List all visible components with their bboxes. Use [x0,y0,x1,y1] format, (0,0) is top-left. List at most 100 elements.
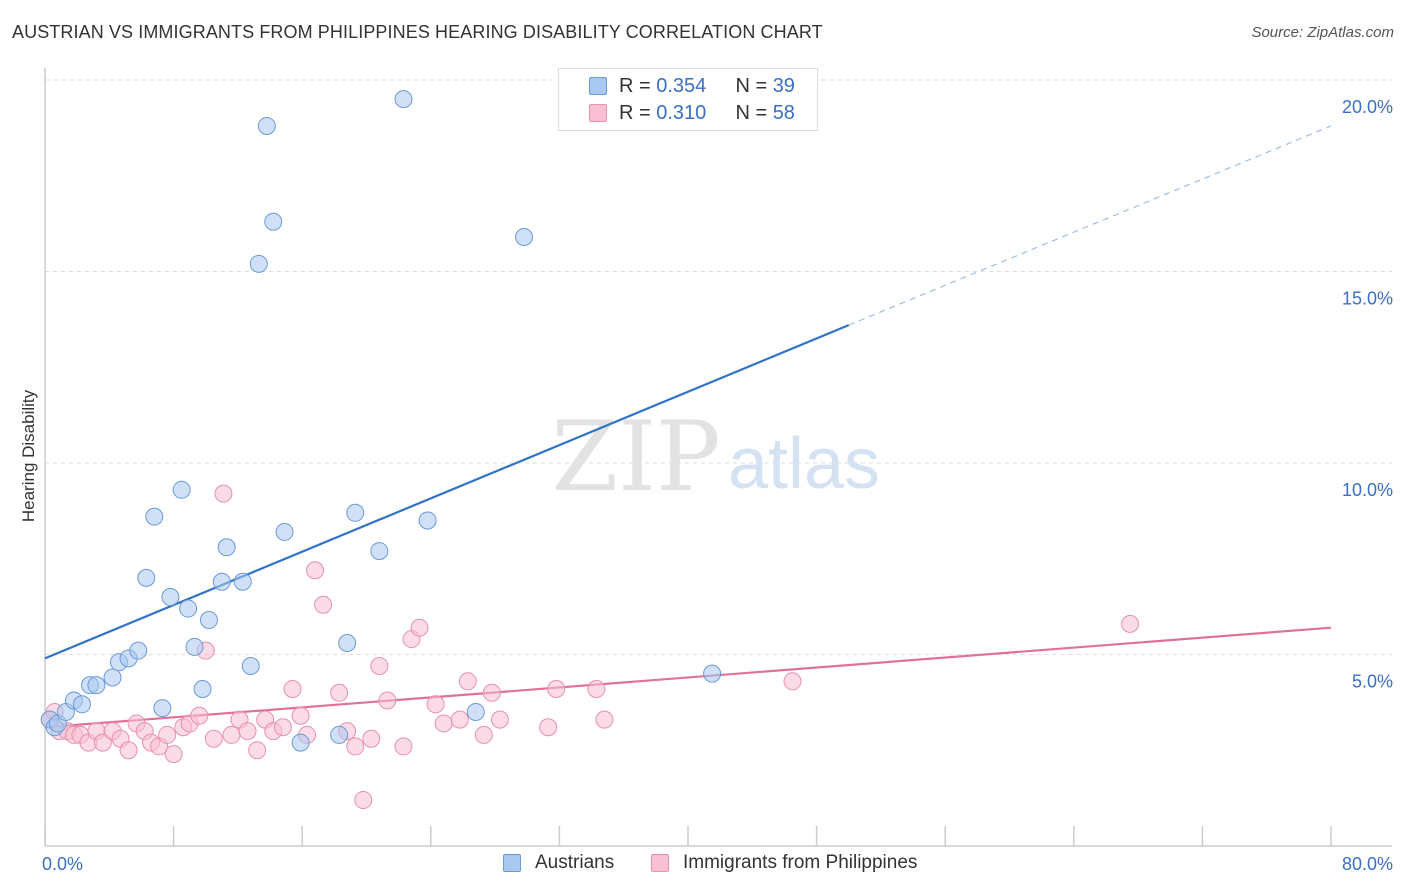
trendline-austrians-extension [848,125,1332,326]
point-philippines [783,672,802,691]
legend-n-label: N = [735,102,773,124]
y-tick-label: 5.0% [1352,672,1393,692]
legend-swatch-austrians [589,77,607,95]
trendline-austrians [44,324,850,660]
point-austrians [129,641,148,660]
legend-n-value: 58 [772,102,795,124]
point-austrians [370,542,389,561]
legend-label-philippines: Immigrants from Philippines [683,852,918,873]
y-tick-label: 15.0% [1342,289,1393,309]
point-austrians [264,212,283,231]
point-austrians [185,637,204,656]
point-philippines [539,718,558,737]
point-philippines [214,484,233,503]
point-philippines [222,725,241,744]
legend-r-value: 0.310 [656,102,707,124]
point-philippines [426,695,445,714]
point-philippines [434,714,453,733]
point-philippines [273,718,292,737]
legend-label-austrians: Austrians [535,852,615,873]
point-austrians [418,511,437,530]
point-austrians [103,668,122,687]
point-austrians [72,695,91,714]
legend-row-austrians: R = 0.354 N = 39 [619,75,795,98]
point-philippines [547,679,566,698]
point-austrians [217,538,236,557]
point-philippines [587,679,606,698]
legend-row-philippines: R = 0.310 N = 58 [619,102,795,125]
point-austrians [153,699,172,718]
point-philippines [1121,614,1140,633]
point-austrians [233,572,252,591]
point-austrians [330,725,349,744]
point-philippines [595,710,614,729]
legend-swatch-philippines [651,854,669,872]
point-austrians [466,702,485,721]
point-philippines [306,561,325,580]
point-austrians [241,656,260,675]
trendline-philippines [44,626,1332,729]
y-tick-label: 10.0% [1342,480,1393,500]
point-philippines [283,679,302,698]
point-philippines [119,741,138,760]
axis-layer [44,68,1392,847]
tick-labels: 5.0% 10.0% 15.0% 20.0% 0.0% 80.0% [42,97,1393,874]
point-philippines [450,710,469,729]
point-philippines [93,733,112,752]
legend-n-value: 39 [772,75,795,97]
point-austrians [87,676,106,695]
point-philippines [474,725,493,744]
point-austrians [193,679,212,698]
point-austrians [394,90,413,109]
grid-layer [45,79,1392,655]
watermark-zip: ZIP [551,401,720,513]
point-philippines [378,691,397,710]
point-philippines [410,618,429,637]
point-philippines [248,741,267,760]
x-tick-label: 80.0% [1342,854,1393,874]
point-philippines [164,745,183,764]
chart-title: AUSTRIAN VS IMMIGRANTS FROM PHILIPPINES … [12,22,823,42]
stats-legend: R = 0.354 N = 39 R = 0.310 N = 58 [558,68,818,131]
point-philippines [370,656,389,675]
point-austrians [137,568,156,587]
point-austrians [172,480,191,499]
point-austrians [346,503,365,522]
point-philippines [238,722,257,741]
watermark-atlas: atlas [728,424,880,504]
y-axis-label: Hearing Disability [19,389,38,522]
legend-swatch-austrians [503,854,521,872]
chart-source: Source: ZipAtlas.com [1251,24,1394,41]
point-philippines [190,706,209,725]
legend-swatch-philippines [589,104,607,122]
series-legend: Austrians Immigrants from Philippines [0,852,1406,876]
point-austrians [703,664,722,683]
point-philippines [394,737,413,756]
point-austrians [257,116,276,135]
point-philippines [346,737,365,756]
point-philippines [204,729,223,748]
point-austrians [275,522,294,541]
point-austrians [179,599,198,618]
point-philippines [330,683,349,702]
points-layer [40,90,1140,810]
point-philippines [482,683,501,702]
y-tick-label: 20.0% [1342,97,1393,117]
point-austrians [338,634,357,653]
point-philippines [490,710,509,729]
point-philippines [362,729,381,748]
point-austrians [161,588,180,607]
point-austrians [515,228,534,247]
point-austrians [249,254,268,273]
legend-n-label: N = [735,75,773,97]
point-austrians [199,611,218,630]
legend-r-label: R = [619,75,657,97]
point-philippines [291,706,310,725]
watermark: ZIP atlas [551,401,880,513]
point-austrians [212,572,231,591]
legend-r-label: R = [619,102,657,124]
point-philippines [354,791,373,810]
point-philippines [158,725,177,744]
trend-layer [44,125,1332,729]
